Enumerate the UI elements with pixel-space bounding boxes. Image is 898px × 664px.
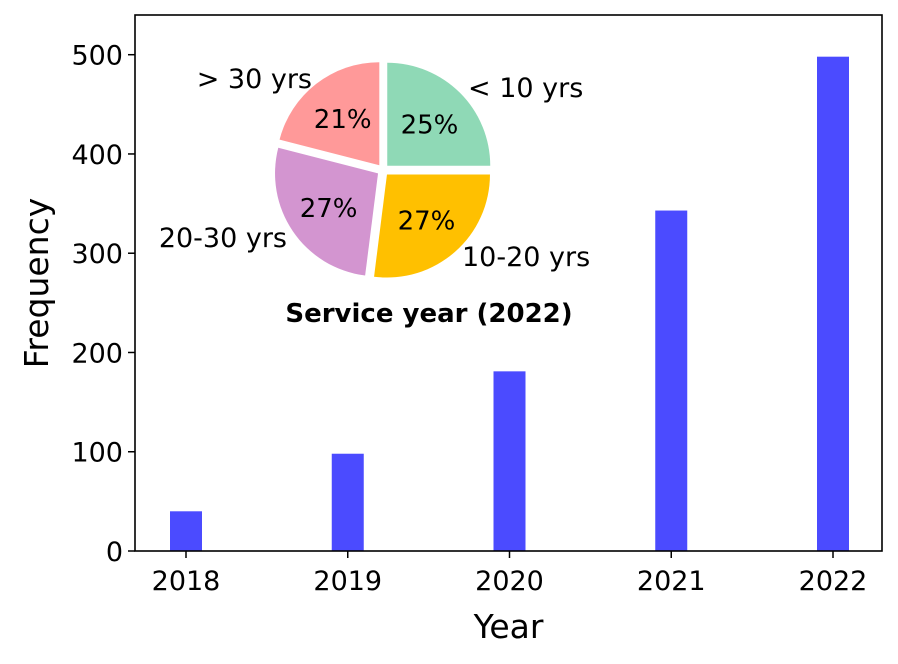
y-axis: 0 100 200 300 400 500 [71, 41, 135, 568]
y-tick-label: 200 [71, 338, 123, 369]
pie-title: Service year (2022) [285, 299, 572, 329]
y-tick-label: 100 [71, 438, 123, 469]
pie-category-label: < 10 yrs [468, 73, 583, 104]
pie-percent-label: 21% [314, 105, 372, 135]
pie-slice-1 [374, 174, 490, 278]
bar-2019 [331, 453, 364, 551]
pie-percent-label: 27% [398, 206, 456, 236]
y-tick-label: 0 [106, 537, 123, 568]
plot-frame [134, 14, 883, 552]
bar-2020 [493, 371, 526, 551]
pie-category-label: 20-30 yrs [159, 223, 287, 254]
x-tick-label: 2019 [313, 566, 382, 597]
pie-percent-label: 27% [300, 194, 358, 224]
pie-slice-3 [279, 62, 380, 166]
pie-slice-2 [275, 147, 379, 276]
pie-percent-label: 25% [401, 111, 459, 141]
x-axis-title: Year [473, 607, 544, 646]
bar-series [170, 56, 849, 551]
pie-category-label: > 30 yrs [197, 64, 312, 95]
bar-2022 [817, 56, 849, 551]
bar-2018 [170, 511, 202, 551]
pie-slice-0 [387, 62, 491, 166]
y-tick-label: 300 [71, 239, 123, 270]
y-axis-title: Frequency [17, 198, 56, 368]
x-tick-label: 2020 [475, 566, 544, 597]
x-tick-label: 2018 [152, 566, 221, 597]
y-tick-label: 500 [71, 41, 123, 72]
x-tick-label: 2021 [637, 566, 706, 597]
y-tick-label: 400 [71, 140, 123, 171]
bar-2021 [655, 210, 688, 551]
pie-category-label: 10-20 yrs [462, 242, 590, 273]
x-tick-label: 2022 [799, 566, 868, 597]
x-axis: 2018 2019 2020 2021 2022 [152, 551, 868, 597]
